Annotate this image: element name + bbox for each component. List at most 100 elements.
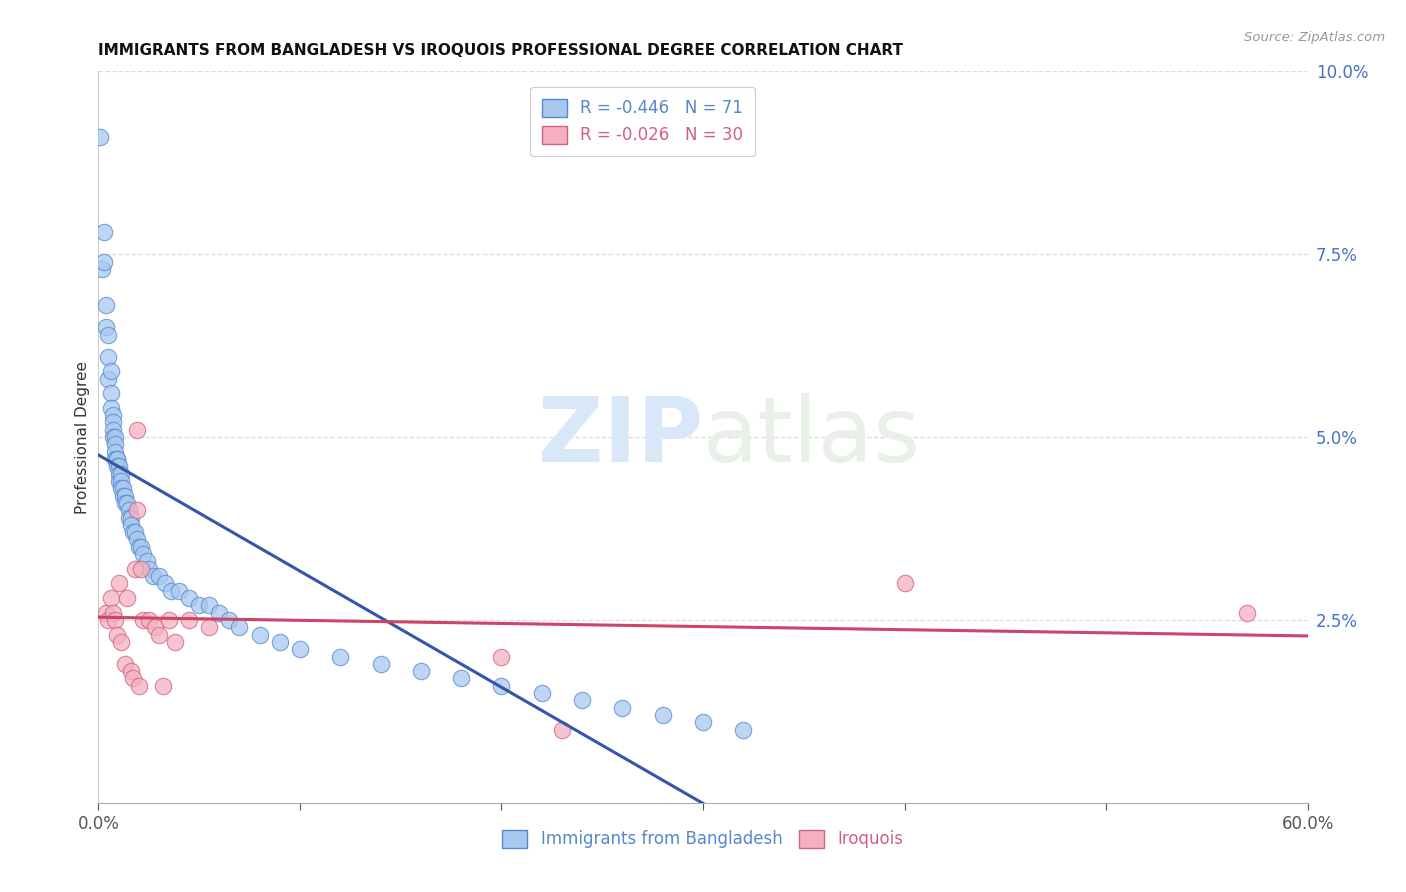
Point: [132, 613, 155, 627]
Point: [125, 533, 148, 547]
Point: [96, 606, 118, 620]
Point: [97, 613, 120, 627]
Point: [491, 649, 513, 664]
Point: [107, 459, 129, 474]
Point: [110, 467, 132, 481]
Point: [93, 254, 115, 268]
Point: [138, 562, 160, 576]
Point: [208, 606, 231, 620]
Point: [269, 635, 291, 649]
Point: [179, 591, 201, 605]
Point: [153, 576, 176, 591]
Point: [893, 576, 915, 591]
Point: [125, 423, 148, 437]
Point: [128, 540, 150, 554]
Point: [1236, 606, 1258, 620]
Point: [105, 452, 128, 467]
Point: [100, 364, 122, 378]
Point: [114, 496, 136, 510]
Text: ZIP: ZIP: [538, 393, 703, 481]
Point: [370, 657, 392, 671]
Point: [249, 627, 271, 641]
Point: [91, 261, 114, 276]
Point: [651, 708, 673, 723]
Point: [115, 496, 138, 510]
Point: [103, 430, 125, 444]
Point: [129, 562, 152, 576]
Point: [188, 599, 211, 613]
Point: [551, 723, 574, 737]
Text: Source: ZipAtlas.com: Source: ZipAtlas.com: [1244, 31, 1385, 45]
Point: [491, 679, 513, 693]
Point: [409, 664, 432, 678]
Point: [110, 481, 132, 495]
Point: [160, 583, 183, 598]
Point: [103, 613, 125, 627]
Text: atlas: atlas: [703, 393, 921, 481]
Point: [142, 569, 165, 583]
Point: [101, 416, 124, 430]
Legend: Immigrants from Bangladesh, Iroquois: Immigrants from Bangladesh, Iroquois: [494, 822, 912, 856]
Point: [110, 474, 132, 488]
Point: [288, 642, 311, 657]
Point: [105, 459, 128, 474]
Point: [125, 503, 148, 517]
Point: [124, 562, 146, 576]
Point: [692, 715, 714, 730]
Point: [118, 503, 141, 517]
Point: [121, 525, 143, 540]
Point: [167, 583, 190, 598]
Point: [129, 540, 152, 554]
Point: [198, 620, 221, 634]
Point: [93, 225, 115, 239]
Point: [107, 474, 129, 488]
Point: [124, 525, 146, 540]
Point: [163, 635, 186, 649]
Point: [103, 444, 125, 458]
Point: [101, 606, 124, 620]
Point: [118, 510, 141, 524]
Point: [733, 723, 755, 737]
Point: [101, 430, 124, 444]
Point: [612, 700, 634, 714]
Point: [152, 679, 174, 693]
Point: [148, 569, 170, 583]
Point: [132, 547, 155, 561]
Point: [571, 693, 593, 707]
Point: [530, 686, 553, 700]
Point: [97, 327, 120, 342]
Point: [105, 627, 128, 641]
Point: [97, 350, 120, 364]
Point: [96, 298, 118, 312]
Point: [120, 517, 142, 532]
Point: [198, 599, 221, 613]
Point: [128, 679, 150, 693]
Point: [329, 649, 352, 664]
Point: [101, 408, 124, 422]
Point: [105, 452, 128, 467]
Point: [179, 613, 201, 627]
Point: [89, 130, 111, 145]
Point: [228, 620, 250, 634]
Point: [450, 672, 472, 686]
Point: [143, 620, 166, 634]
Point: [97, 371, 120, 385]
Point: [157, 613, 180, 627]
Point: [218, 613, 240, 627]
Point: [115, 591, 138, 605]
Point: [120, 664, 142, 678]
Point: [96, 320, 118, 334]
Point: [114, 489, 136, 503]
Point: [121, 672, 143, 686]
Point: [138, 613, 160, 627]
Point: [135, 554, 157, 568]
Point: [107, 576, 129, 591]
Point: [111, 481, 134, 495]
Point: [110, 635, 132, 649]
Point: [114, 657, 136, 671]
Point: [100, 591, 122, 605]
Text: IMMIGRANTS FROM BANGLADESH VS IROQUOIS PROFESSIONAL DEGREE CORRELATION CHART: IMMIGRANTS FROM BANGLADESH VS IROQUOIS P…: [98, 43, 904, 58]
Point: [148, 627, 170, 641]
Y-axis label: Professional Degree: Professional Degree: [75, 360, 90, 514]
Point: [103, 437, 125, 451]
